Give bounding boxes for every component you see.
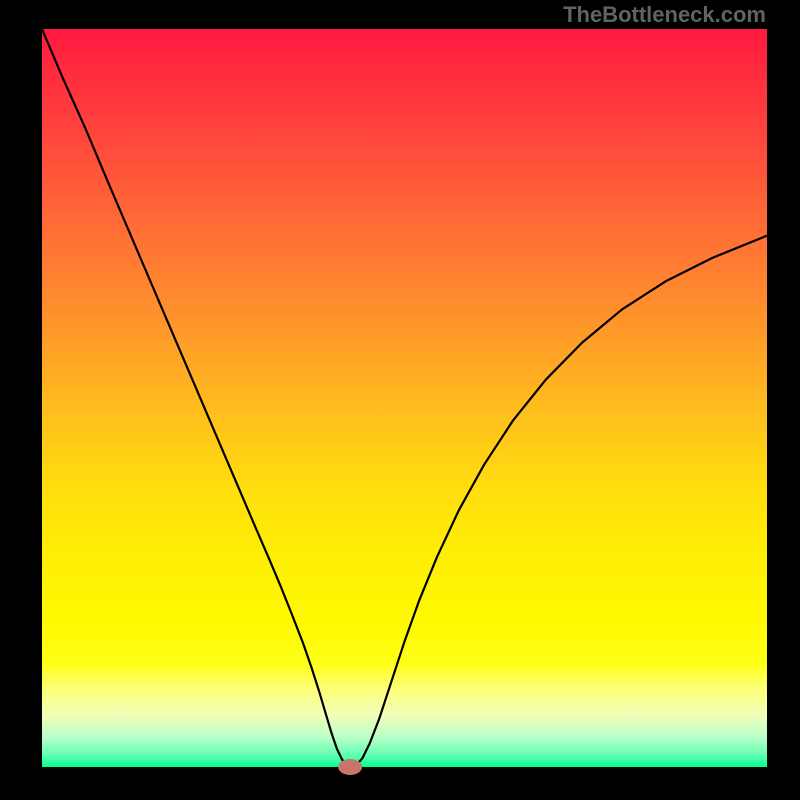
optimal-point-marker	[338, 759, 362, 775]
watermark-text: TheBottleneck.com	[563, 2, 766, 28]
bottleneck-chart	[0, 0, 800, 800]
chart-background	[42, 29, 767, 767]
